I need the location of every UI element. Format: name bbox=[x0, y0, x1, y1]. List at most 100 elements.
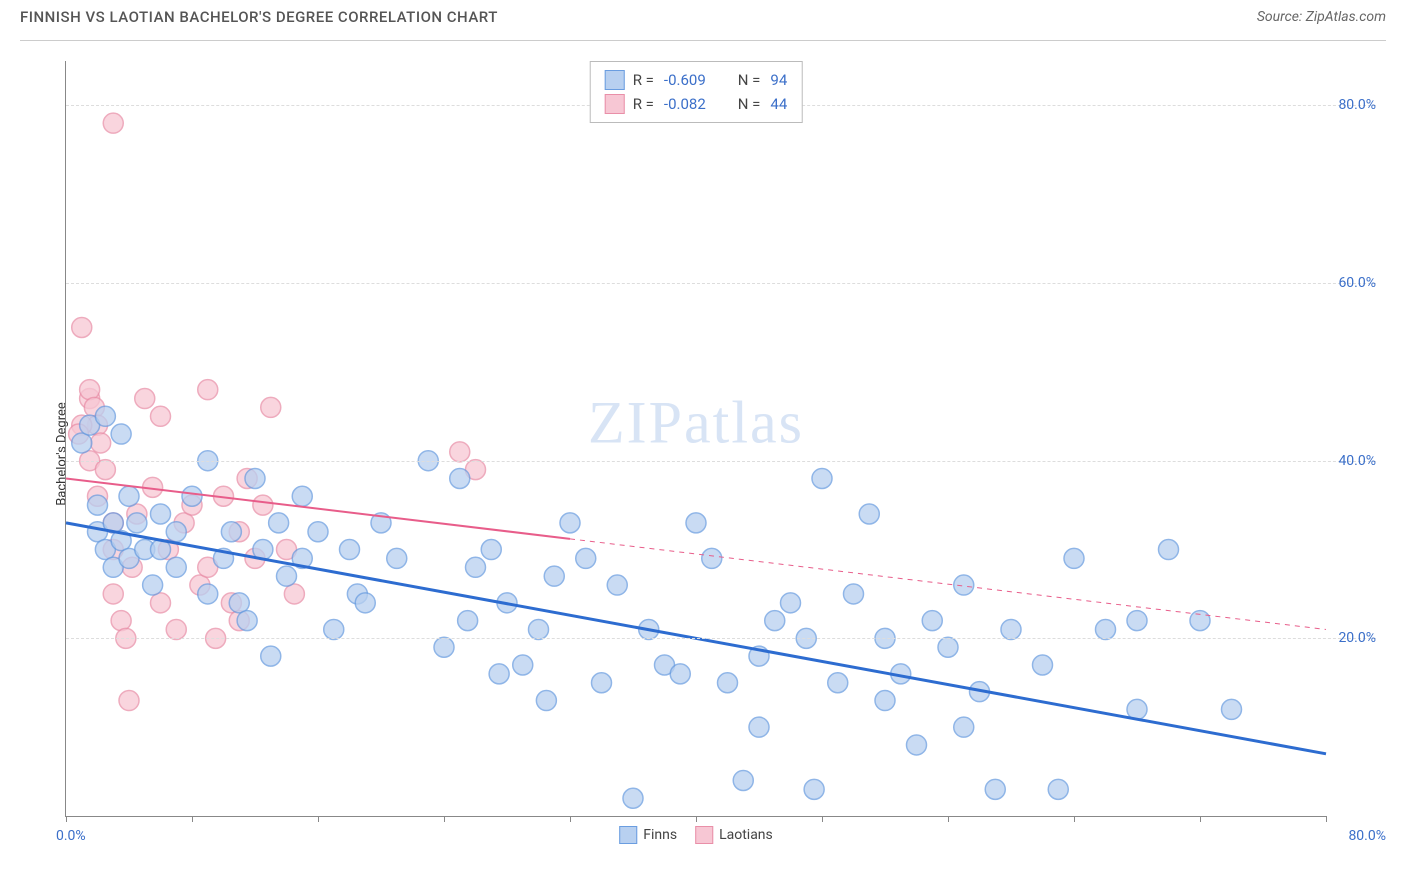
data-point bbox=[1190, 611, 1210, 631]
legend-r-label: R = bbox=[633, 95, 654, 113]
data-point bbox=[324, 619, 344, 639]
data-point bbox=[686, 513, 706, 533]
legend-swatch bbox=[695, 826, 713, 844]
data-point bbox=[95, 460, 115, 480]
data-point bbox=[875, 691, 895, 711]
data-point bbox=[466, 557, 486, 577]
data-point bbox=[198, 584, 218, 604]
data-point bbox=[733, 770, 753, 790]
data-point bbox=[80, 380, 100, 400]
data-point bbox=[844, 584, 864, 604]
data-point bbox=[812, 468, 832, 488]
legend-n-label: N = bbox=[738, 95, 761, 113]
data-point bbox=[229, 593, 249, 613]
data-point bbox=[1001, 619, 1021, 639]
data-point bbox=[450, 468, 470, 488]
data-point bbox=[481, 540, 501, 560]
data-point bbox=[458, 611, 478, 631]
x-tick bbox=[1326, 816, 1327, 822]
plot-area: ZIPatlas R =-0.609 N =94 R =-0.082 N =44… bbox=[65, 61, 1326, 817]
legend-item: Laotians bbox=[695, 826, 773, 844]
trend-line-extrapolated bbox=[570, 539, 1326, 630]
data-point bbox=[765, 611, 785, 631]
data-point bbox=[576, 548, 596, 568]
x-axis-max-label: 80.0% bbox=[1348, 828, 1386, 844]
data-point bbox=[536, 691, 556, 711]
data-point bbox=[151, 593, 171, 613]
data-point bbox=[702, 548, 722, 568]
data-point bbox=[1222, 699, 1242, 719]
data-point bbox=[119, 486, 139, 506]
legend-n-value: 94 bbox=[770, 71, 787, 89]
x-tick bbox=[192, 816, 193, 822]
y-tick-label: 80.0% bbox=[1338, 97, 1376, 113]
data-point bbox=[450, 442, 470, 462]
data-point bbox=[592, 673, 612, 693]
data-point bbox=[387, 548, 407, 568]
y-tick-label: 40.0% bbox=[1338, 453, 1376, 469]
data-point bbox=[111, 611, 131, 631]
chart-container: Bachelor's Degree ZIPatlas R =-0.609 N =… bbox=[20, 40, 1386, 867]
data-point bbox=[198, 380, 218, 400]
data-point bbox=[72, 317, 92, 337]
data-point bbox=[1159, 540, 1179, 560]
data-point bbox=[954, 717, 974, 737]
data-point bbox=[804, 779, 824, 799]
data-point bbox=[166, 557, 186, 577]
data-point bbox=[261, 397, 281, 417]
legend-r-value: -0.082 bbox=[664, 95, 706, 113]
data-point bbox=[781, 593, 801, 613]
data-point bbox=[340, 540, 360, 560]
data-point bbox=[119, 691, 139, 711]
data-point bbox=[954, 575, 974, 595]
data-point bbox=[143, 575, 163, 595]
x-tick bbox=[1074, 816, 1075, 822]
data-point bbox=[72, 433, 92, 453]
data-point bbox=[103, 584, 123, 604]
legend-label: Finns bbox=[643, 827, 677, 843]
data-point bbox=[1048, 779, 1068, 799]
data-point bbox=[221, 522, 241, 542]
x-tick bbox=[570, 816, 571, 822]
x-tick bbox=[444, 816, 445, 822]
x-tick bbox=[822, 816, 823, 822]
data-point bbox=[355, 593, 375, 613]
legend-swatch bbox=[619, 826, 637, 844]
data-point bbox=[489, 664, 509, 684]
data-point bbox=[938, 637, 958, 657]
data-point bbox=[103, 113, 123, 133]
data-point bbox=[1127, 611, 1147, 631]
data-point bbox=[985, 779, 1005, 799]
data-point bbox=[135, 389, 155, 409]
data-point bbox=[607, 575, 627, 595]
data-point bbox=[529, 619, 549, 639]
y-tick-label: 20.0% bbox=[1338, 630, 1376, 646]
data-point bbox=[127, 513, 147, 533]
data-point bbox=[907, 735, 927, 755]
x-tick bbox=[696, 816, 697, 822]
data-point bbox=[284, 584, 304, 604]
data-point bbox=[670, 664, 690, 684]
legend-swatch bbox=[605, 70, 625, 90]
data-point bbox=[95, 406, 115, 426]
data-point bbox=[253, 495, 273, 515]
x-tick bbox=[948, 816, 949, 822]
data-point bbox=[828, 673, 848, 693]
data-point bbox=[544, 566, 564, 586]
data-point bbox=[922, 611, 942, 631]
data-point bbox=[718, 673, 738, 693]
data-point bbox=[277, 566, 297, 586]
chart-title: FINNISH VS LAOTIAN BACHELOR'S DEGREE COR… bbox=[20, 8, 498, 26]
legend-n-label: N = bbox=[738, 71, 761, 89]
data-point bbox=[269, 513, 289, 533]
source-attribution: Source: ZipAtlas.com bbox=[1257, 9, 1386, 25]
data-point bbox=[1064, 548, 1084, 568]
data-point bbox=[749, 717, 769, 737]
y-tick-label: 60.0% bbox=[1338, 275, 1376, 291]
data-point bbox=[111, 424, 131, 444]
data-point bbox=[151, 406, 171, 426]
data-point bbox=[182, 486, 202, 506]
legend-label: Laotians bbox=[719, 827, 773, 843]
data-point bbox=[623, 788, 643, 808]
data-point bbox=[292, 486, 312, 506]
